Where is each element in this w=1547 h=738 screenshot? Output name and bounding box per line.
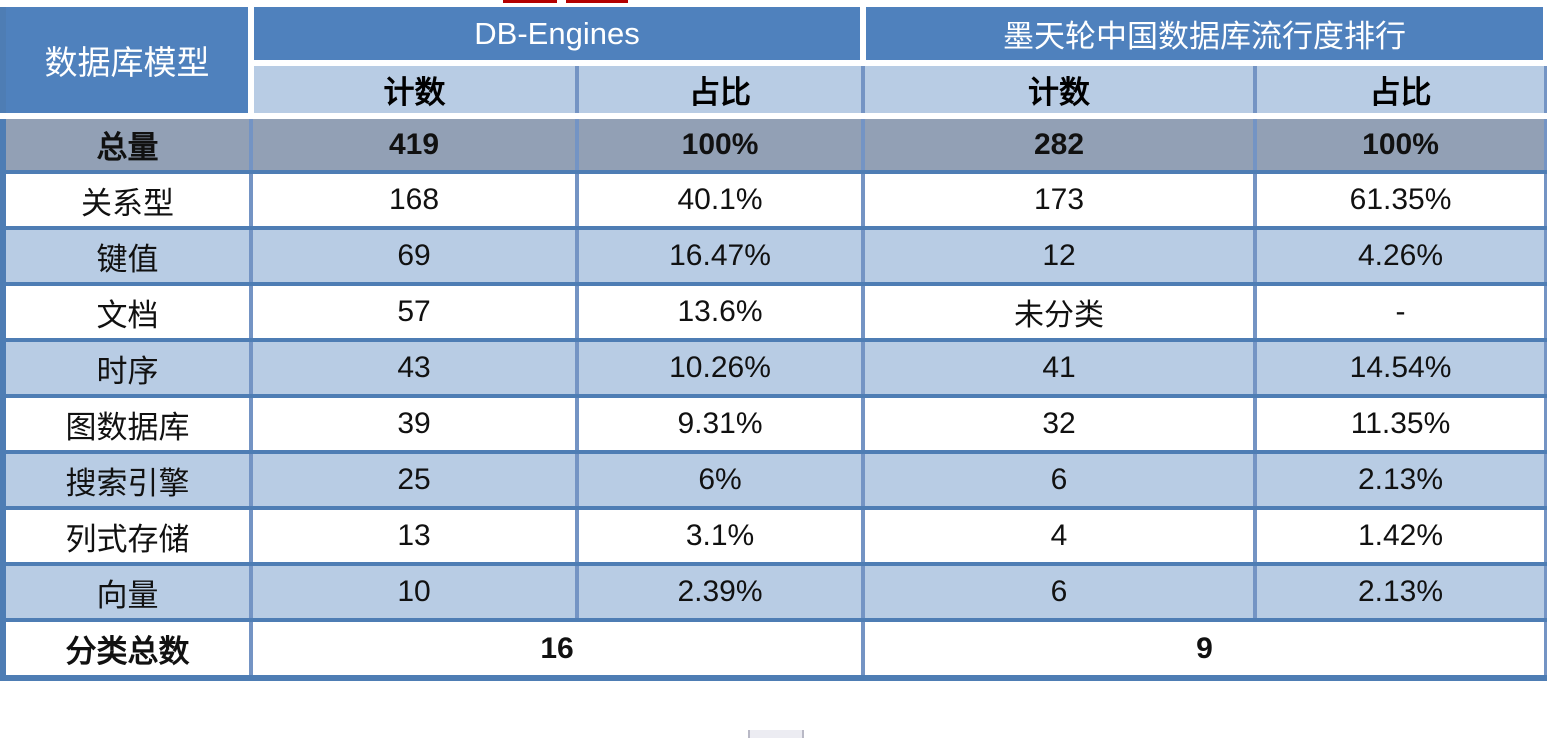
table-cell: 25 [249,450,579,510]
cropped-red-underline-artifact [566,0,628,3]
subheader-share-modb: 占比 [1253,60,1547,119]
table-cell: 57 [249,282,579,342]
table-cell: 100% [1253,114,1547,174]
table-cell: 16.47% [574,226,866,286]
cropped-red-underline-artifact [503,0,557,3]
table-cell: 13.6% [574,282,866,342]
row-label: 关系型 [1,170,253,230]
table-row: 时序 43 10.26% 41 14.54% [1,338,1547,398]
table-cell: 6 [861,450,1258,510]
table-cell: 3.1% [574,506,866,566]
table-row: 向量 10 2.39% 6 2.13% [1,562,1547,622]
table-row: 键值 69 16.47% 12 4.26% [1,226,1547,286]
table-cell: 9.31% [574,394,866,454]
table-cell: 4.26% [1253,226,1547,286]
table-cell: 419 [249,114,579,174]
corner-header-cell: 数据库模型 [3,7,254,119]
group-header-db-engines: DB-Engines [247,7,867,66]
table-cell: 41 [861,338,1258,398]
table-row: 图数据库 39 9.31% 32 11.35% [1,394,1547,454]
table-cell: 6 [861,562,1258,622]
group-header-modb: 墨天轮中国数据库流行度排行 [860,7,1547,66]
table-cell: 32 [861,394,1258,454]
table-cell: 12 [861,226,1258,286]
table-cell: 100% [574,114,866,174]
table-cell: 43 [249,338,579,398]
header-row-groups: 数据库模型 DB-Engines 墨天轮中国数据库流行度排行 [3,7,1547,119]
table-cell: 13 [249,506,579,566]
row-label: 时序 [1,338,253,398]
table-cell: 61.35% [1253,170,1547,230]
table-cell: 282 [861,114,1258,174]
table-cell: 11.35% [1253,394,1547,454]
table-cell: 未分类 [861,282,1258,342]
table-row: 列式存储 13 3.1% 4 1.42% [1,506,1547,566]
row-label: 图数据库 [1,394,253,454]
header-row-subcolumns: 计数 占比 计数 占比 [3,60,1547,119]
table-cell: 14.54% [1253,338,1547,398]
row-label: 搜索引擎 [1,450,253,510]
table-row: 文档 57 13.6% 未分类 - [1,282,1547,342]
comparison-table: 数据库模型 DB-Engines 墨天轮中国数据库流行度排行 计数 占比 计数 … [0,7,1547,681]
table-cell: 2.13% [1253,450,1547,510]
table-cell: 10 [249,562,579,622]
table-row-total: 总量 419 100% 282 100% [1,114,1547,174]
table-cell: 6% [574,450,866,510]
table-cell: 39 [249,394,579,454]
subheader-count-db: 计数 [249,60,579,119]
table-cell: 10.26% [574,338,866,398]
table-cell: 173 [861,170,1258,230]
table-row: 搜索引擎 25 6% 6 2.13% [1,450,1547,510]
table-cell: 69 [249,226,579,286]
table-row-category-totals: 分类总数 16 9 [1,618,1547,680]
table-cell: 2.13% [1253,562,1547,622]
row-label: 总量 [1,114,253,174]
table-cell: 4 [861,506,1258,566]
table-cell: 168 [249,170,579,230]
table-cell: 40.1% [574,170,866,230]
table-row: 关系型 168 40.1% 173 61.35% [1,170,1547,230]
row-label: 向量 [1,562,253,622]
table-cell-db-engines-category-total: 16 [248,618,866,680]
subheader-count-modb: 计数 [861,60,1258,119]
table-cell: 1.42% [1253,506,1547,566]
cropped-scrollbar-artifact [748,730,804,738]
row-label: 文档 [1,282,253,342]
row-label: 键值 [1,226,253,286]
subheader-share-db: 占比 [574,60,866,119]
table-cell: - [1253,282,1547,342]
row-label: 分类总数 [1,618,253,680]
table-cell-modb-category-total: 9 [861,618,1547,680]
row-label: 列式存储 [1,506,253,566]
table-cell: 2.39% [574,562,866,622]
